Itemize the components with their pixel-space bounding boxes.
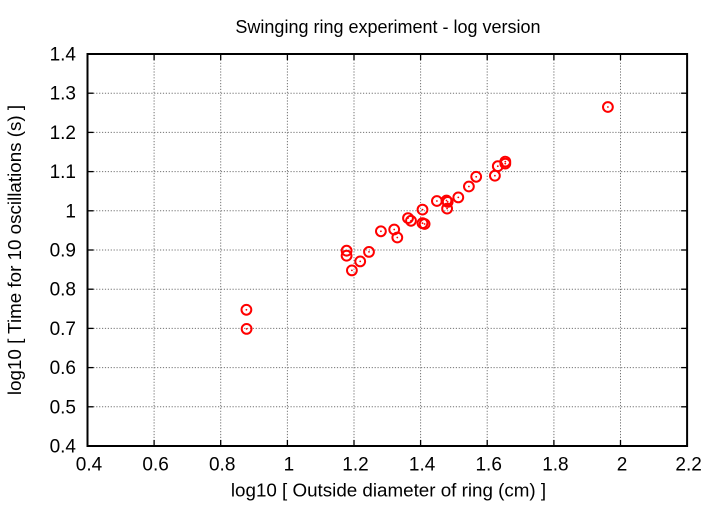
svg-text:1.4: 1.4	[50, 45, 77, 66]
svg-text:0.6: 0.6	[142, 454, 168, 475]
svg-text:0.8: 0.8	[209, 454, 235, 475]
svg-text:0.9: 0.9	[50, 241, 76, 262]
svg-text:1: 1	[284, 454, 295, 475]
svg-text:0.6: 0.6	[50, 358, 76, 379]
svg-text:1.2: 1.2	[342, 454, 368, 475]
svg-text:2.2: 2.2	[675, 454, 701, 475]
svg-text:0.8: 0.8	[50, 280, 76, 301]
svg-text:log10 [ Outside diameter of ri: log10 [ Outside diameter of ring (cm) ]	[231, 480, 546, 501]
svg-text:log10 [ Time for 10 oscillatio: log10 [ Time for 10 oscillations (s) ]	[4, 105, 25, 395]
svg-text:1: 1	[65, 201, 76, 222]
svg-text:1.2: 1.2	[50, 123, 76, 144]
svg-text:0.4: 0.4	[50, 437, 77, 458]
svg-text:1.1: 1.1	[50, 162, 76, 183]
svg-text:2: 2	[617, 454, 628, 475]
svg-text:0.5: 0.5	[50, 397, 76, 418]
svg-text:1.6: 1.6	[475, 454, 501, 475]
svg-text:1.4: 1.4	[409, 454, 436, 475]
svg-text:1.3: 1.3	[50, 84, 76, 105]
svg-text:0.4: 0.4	[76, 454, 103, 475]
svg-text:1.8: 1.8	[542, 454, 568, 475]
svg-text:Swinging ring experiment - log: Swinging ring experiment - log version	[235, 17, 540, 37]
svg-text:0.7: 0.7	[50, 319, 76, 340]
